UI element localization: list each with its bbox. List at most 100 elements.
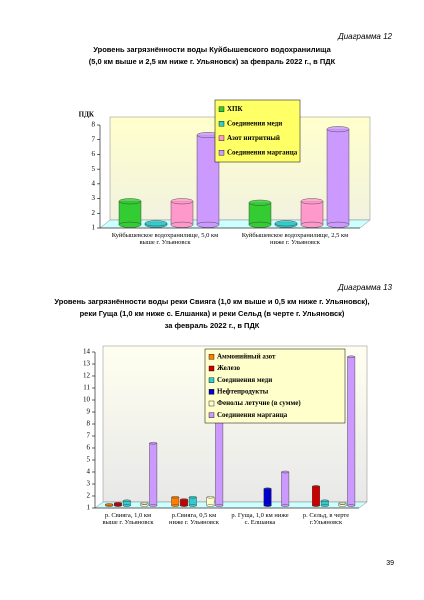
- legend-label: Азот нитритный: [227, 134, 280, 142]
- bar: [274, 220, 298, 228]
- bar-body: [326, 128, 350, 226]
- bar-top: [144, 220, 168, 227]
- chart: ПДК 1 2 3 4 5 6 7 8 ХПК Соединения меди Азот нитрит…: [79, 99, 371, 232]
- legend-swatch: [208, 377, 215, 383]
- bar-body: [300, 201, 324, 225]
- bar-top: [263, 487, 272, 491]
- bar: [144, 220, 168, 228]
- bar: [180, 498, 188, 507]
- y-tick-label: 1: [87, 504, 91, 512]
- y-tick-label: 8: [87, 420, 91, 428]
- bar-bottom: [338, 504, 347, 507]
- bar: [188, 495, 197, 507]
- y-tick-label: 5: [87, 456, 91, 464]
- bar: [118, 198, 142, 228]
- bar: [326, 126, 350, 228]
- y-tick-label: 14: [83, 348, 91, 356]
- bar-top: [188, 495, 197, 499]
- y-tick-label: 5: [92, 165, 96, 173]
- bar-bottom: [171, 504, 180, 507]
- y-tick-label: 10: [83, 396, 91, 404]
- bar: [312, 485, 320, 507]
- legend-swatch: [218, 150, 225, 156]
- bar-bottom: [170, 221, 194, 228]
- chart-title: реки Гуща (1,0 км ниже с. Елшанка) и рек…: [79, 309, 345, 318]
- legend-swatch: [208, 389, 215, 395]
- legend-label: Соединения меди: [217, 376, 272, 384]
- bar-bottom: [180, 504, 188, 507]
- legend-label: ХПК: [227, 105, 244, 113]
- bar: [248, 199, 272, 228]
- legend-swatch: [218, 121, 225, 127]
- y-tick-label: 13: [83, 360, 91, 368]
- bar-bottom: [206, 504, 215, 507]
- y-tick-label: 9: [87, 408, 91, 416]
- bar: [170, 198, 194, 228]
- legend-label: Соединения меди: [227, 119, 282, 127]
- y-tick-label: 3: [92, 194, 96, 202]
- legend-label: Аммонийный азот: [217, 352, 276, 360]
- chart-title: за февраль 2022 г., в ПДК: [164, 321, 260, 330]
- bar: [338, 501, 347, 507]
- bar: [196, 132, 220, 228]
- bar-top: [180, 498, 188, 501]
- bar-bottom: [320, 504, 329, 507]
- bar-body: [206, 496, 215, 506]
- bar: [281, 470, 290, 507]
- bar: [320, 499, 329, 507]
- bar-top: [326, 126, 350, 133]
- bar-top: [206, 495, 215, 499]
- bar-body: [248, 202, 272, 225]
- bar-top: [140, 501, 149, 505]
- bar-body: [118, 201, 142, 225]
- bar-top: [312, 485, 320, 488]
- diagram-caption: Диаграмма 12: [338, 32, 392, 41]
- bar-top: [300, 198, 324, 205]
- bar: [263, 487, 272, 507]
- bar-bottom: [188, 504, 197, 507]
- bar-body: [149, 442, 158, 506]
- bar-top: [149, 441, 158, 445]
- bar-top: [118, 198, 142, 205]
- bar-body: [170, 201, 194, 225]
- legend-swatch: [218, 135, 225, 141]
- legend-label: Соединения марганца: [217, 411, 288, 419]
- bar-top: [338, 501, 347, 505]
- bar-top: [274, 220, 298, 227]
- y-tick-label: 4: [87, 468, 91, 476]
- bar-top: [347, 355, 356, 359]
- y-tick-label: 6: [92, 150, 96, 158]
- bar-bottom: [326, 221, 350, 228]
- bar-body: [188, 496, 197, 506]
- y-tick-label: 6: [87, 444, 91, 452]
- bar-bottom: [281, 504, 290, 507]
- bar-top: [320, 499, 329, 503]
- bar-bottom: [114, 504, 122, 507]
- bar: [140, 501, 149, 507]
- x-tick-label: р. Сельд, в черте г.Ульяновск: [302, 512, 350, 526]
- legend-swatch: [208, 365, 215, 372]
- y-tick-label: 12: [83, 372, 91, 380]
- y-tick-label: 11: [83, 384, 90, 392]
- y-tick-label: 1: [92, 224, 96, 232]
- bar-bottom: [122, 504, 131, 507]
- bar: [105, 503, 114, 507]
- y-tick-label: 2: [92, 209, 96, 217]
- bar-bottom: [196, 221, 220, 228]
- bar-top: [105, 503, 114, 506]
- chart-title: Уровень загрязнённости воды реки Свияга …: [54, 297, 370, 306]
- bar-bottom: [248, 221, 272, 228]
- y-tick-label: 4: [92, 179, 96, 187]
- bar-bottom: [118, 221, 142, 228]
- y-tick-label: 7: [92, 135, 96, 143]
- x-tick-label: р. Гуща, 1,0 км ниже с. Елшанка: [231, 512, 289, 526]
- bar-top: [170, 198, 194, 205]
- bar-bottom: [300, 221, 324, 228]
- legend-swatch: [208, 354, 215, 360]
- legend-label: Железо: [217, 364, 240, 372]
- legend-box: [204, 348, 346, 424]
- bar-body: [263, 488, 272, 506]
- bar: [347, 355, 356, 507]
- bar-body: [281, 471, 290, 506]
